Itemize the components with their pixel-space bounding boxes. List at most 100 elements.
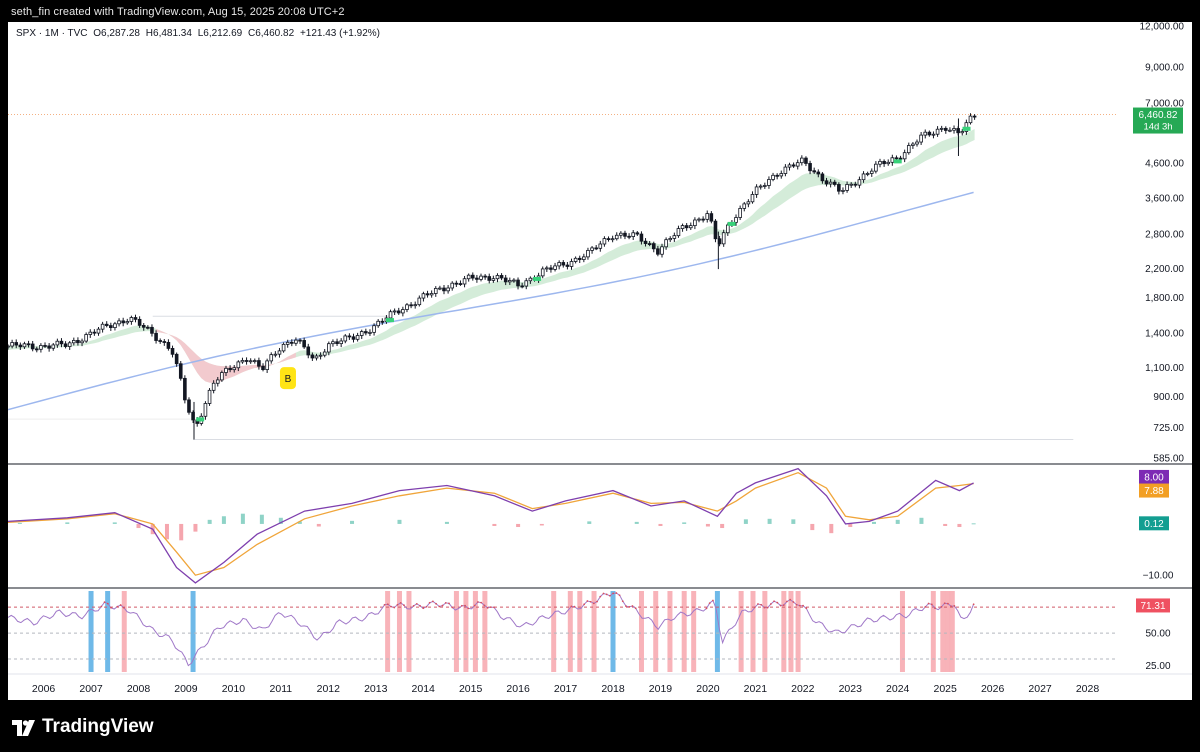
candle-down	[808, 163, 812, 172]
rsi-overbought-segment	[924, 605, 927, 608]
time-axis-tick-label: 2026	[981, 683, 1005, 695]
candle-down	[302, 340, 306, 348]
macd-histogram-bar	[791, 519, 796, 524]
macd-histogram-bar	[943, 523, 948, 526]
candle-up	[322, 351, 327, 356]
rsi-overbought-marker	[396, 591, 402, 672]
rsi-overbought-segment	[399, 601, 402, 604]
legend-change: +121.43 (+1.92%)	[299, 28, 380, 39]
rsi-overbought-segment	[769, 603, 772, 605]
candle-up	[524, 280, 529, 287]
candle-down	[290, 341, 294, 344]
candle-countdown-label: 14d 3h	[1143, 122, 1172, 133]
candle-up	[861, 173, 866, 181]
rsi-overbought-segment	[712, 599, 714, 602]
candle-up	[224, 367, 228, 373]
rsi-overbought-marker	[945, 591, 951, 672]
rsi-axis-tick-label: 50.00	[1145, 629, 1170, 640]
macd-histogram-bar	[971, 523, 976, 525]
histogram-value-badge	[1139, 516, 1169, 531]
candle-down	[141, 324, 146, 328]
candle-down	[470, 274, 475, 279]
candle-up	[874, 163, 878, 172]
macd-histogram-bar	[720, 523, 725, 529]
legend-open: O6,287.28	[93, 28, 140, 39]
rsi-overbought-marker	[691, 591, 697, 672]
macd-histogram-bar	[587, 521, 592, 524]
candle-up	[508, 280, 512, 283]
candle-down	[146, 326, 150, 329]
time-axis-tick-label: 2019	[649, 683, 673, 695]
chart-frame[interactable]: B 12,000.00 9,000.00 7,000.00 4,600.00 3,600.…	[8, 22, 1192, 700]
candle-up	[783, 166, 788, 174]
candle-up	[413, 304, 418, 307]
time-axis-tick-label: 2008	[127, 683, 151, 695]
rsi-overbought-segment	[950, 605, 953, 608]
rsi-overbought-segment	[776, 601, 779, 604]
rsi-signal-marker	[105, 591, 111, 672]
legend-high: H6,481.34	[145, 28, 192, 39]
macd-histogram-bar	[492, 523, 497, 526]
candle-down	[487, 276, 492, 281]
candle-up	[931, 133, 936, 136]
candle-up	[450, 282, 455, 289]
rsi-overbought-segment	[425, 605, 428, 608]
candle-up	[795, 162, 800, 167]
macd-histogram-bar	[136, 523, 141, 529]
candle-up	[688, 225, 693, 229]
chart-svg[interactable]: B 12,000.00 9,000.00 7,000.00 4,600.00 3,600.…	[8, 22, 1192, 700]
candle-down	[565, 264, 570, 267]
candle-up	[721, 232, 726, 245]
candle-down	[701, 218, 705, 221]
rsi-overbought-segment	[940, 605, 943, 608]
candle-down	[577, 257, 582, 260]
rsi-overbought-segment	[431, 600, 434, 603]
rsi-overbought-segment	[766, 606, 769, 609]
rsi-overbought-segment	[708, 602, 711, 605]
candle-up	[787, 164, 792, 168]
candle-down	[684, 225, 689, 229]
candle-up	[935, 128, 940, 135]
candle-down	[520, 285, 524, 288]
candle-down	[651, 243, 656, 250]
annotation-b-label: B	[285, 374, 292, 385]
buy-signal-marker	[727, 221, 736, 226]
candle-up	[693, 219, 697, 227]
candle-up	[211, 382, 216, 391]
macd-value-badge-label: 8.00	[1144, 472, 1164, 483]
candle-down	[18, 344, 23, 348]
macd-line	[8, 467, 974, 584]
rsi-overbought-segment	[786, 600, 788, 603]
rsi-overbought-segment	[480, 601, 483, 604]
price-axis-tick-label: 3,600.00	[1145, 194, 1184, 205]
rsi-overbought-marker	[667, 591, 673, 672]
rsi-overbought-marker	[121, 591, 127, 672]
candle-up	[438, 287, 442, 290]
symbol-legend[interactable]: SPX · 1M · TVC O6,287.28 H6,481.34 L6,21…	[16, 28, 383, 39]
time-axis-tick-label: 2023	[839, 683, 863, 695]
macd-histogram-bar	[17, 522, 22, 524]
candle-down	[894, 157, 899, 160]
tradingview-brand[interactable]: TradingView	[12, 714, 154, 740]
candle-up	[968, 115, 973, 124]
macd-histogram-bar	[112, 522, 117, 524]
rsi-overbought-marker	[795, 591, 801, 672]
candle-up	[869, 170, 874, 174]
rsi-signal-marker	[714, 591, 720, 672]
candle-down	[43, 345, 47, 347]
candle-up	[462, 278, 467, 285]
macd-histogram-bar	[682, 522, 687, 524]
macd-histogram-bar	[193, 523, 198, 532]
time-axis-tick-label: 2022	[791, 683, 815, 695]
rsi-overbought-segment	[451, 606, 454, 609]
time-axis-tick-label: 2006	[32, 683, 56, 695]
buy-signal-marker	[196, 417, 205, 422]
price-axis-tick-label: 9,000.00	[1145, 63, 1184, 74]
candle-up	[388, 311, 393, 319]
candle-down	[627, 235, 631, 238]
rsi-overbought-segment	[705, 607, 708, 610]
candle-down	[14, 342, 19, 346]
rsi-overbought-marker	[788, 591, 794, 672]
candle-up	[495, 275, 500, 280]
candle-up	[911, 143, 915, 146]
